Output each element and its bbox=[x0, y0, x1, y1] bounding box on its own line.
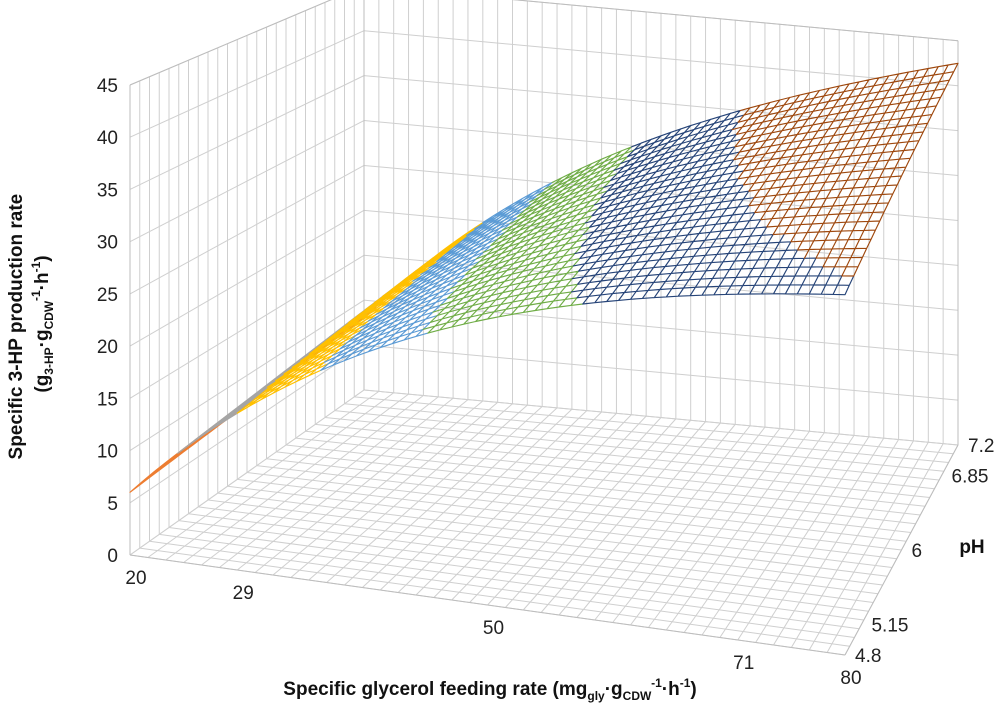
y-tick-label: 25 bbox=[97, 285, 118, 306]
z-tick-label: 5.15 bbox=[871, 615, 908, 636]
x-tick-label: 29 bbox=[233, 583, 254, 604]
x-axis-title-sup-1: -1 bbox=[651, 676, 662, 690]
y-tick-label: 35 bbox=[97, 180, 118, 201]
x-tick-label: 20 bbox=[125, 568, 146, 589]
y-axis-title-part-6: ·h bbox=[32, 272, 53, 290]
surface-band-35-45 bbox=[731, 62, 959, 277]
x-axis-title: Specific glycerol feeding rate (mggly·gC… bbox=[283, 676, 696, 703]
z-axis-title: pH bbox=[959, 537, 984, 558]
y-axis-title-line-2-start: (g bbox=[32, 375, 53, 393]
z-tick-label: 4.8 bbox=[855, 646, 881, 667]
y-tick-label: 10 bbox=[97, 442, 118, 463]
surface-band-15-20 bbox=[236, 222, 484, 414]
x-axis-title-part-3: ·g bbox=[605, 679, 623, 700]
y-tick-label: 45 bbox=[97, 76, 118, 97]
x-axis-title-start: Specific glycerol feeding rate (mg bbox=[283, 679, 587, 700]
y-axis-title-sup-2: -1 bbox=[29, 261, 43, 272]
y-axis-title-sub-1: 3-HP bbox=[42, 347, 56, 374]
y-axis-title-close: ) bbox=[32, 255, 53, 261]
x-axis-title-sub-1: gly bbox=[587, 689, 605, 703]
y-axis-title-sup-1: -1 bbox=[29, 290, 43, 301]
x-tick-label: 80 bbox=[840, 668, 861, 689]
chart-gridlines bbox=[129, 0, 959, 656]
y-axis-title-part-3: ·g bbox=[32, 329, 53, 347]
y-tick-label: 40 bbox=[97, 128, 118, 149]
y-tick-label: 5 bbox=[107, 494, 118, 515]
chart-surface bbox=[129, 62, 959, 493]
z-tick-label: 6 bbox=[912, 541, 923, 562]
x-tick-label: 71 bbox=[733, 653, 754, 674]
x-axis-ticks: 20 29 50 71 80 bbox=[125, 568, 861, 689]
z-tick-label: 7.2 bbox=[968, 436, 994, 457]
y-axis-title: Specific 3-HP production rate (g3-HP·gCD… bbox=[6, 189, 56, 460]
y-tick-label: 15 bbox=[97, 389, 118, 410]
y-axis-ticks: 0 5 10 15 20 25 30 35 40 45 bbox=[97, 76, 118, 567]
y-tick-label: 0 bbox=[107, 546, 118, 567]
surface-band-20-25 bbox=[320, 181, 553, 371]
z-tick-label: 6.85 bbox=[952, 467, 989, 488]
y-axis-title-line-1: Specific 3-HP production rate bbox=[6, 194, 27, 460]
surface-band-30-35 bbox=[570, 110, 855, 305]
y-axis-title-sub-2: CDW bbox=[42, 300, 56, 329]
x-axis-title-sup-2: -1 bbox=[680, 676, 691, 690]
x-tick-label: 50 bbox=[483, 618, 504, 639]
x-axis-title-sub-2: CDW bbox=[623, 689, 652, 703]
surface-band-25-30 bbox=[422, 146, 635, 334]
x-axis-title-close: ) bbox=[690, 679, 696, 700]
z-axis-ticks: 4.8 5.15 6 6.85 7.2 bbox=[855, 436, 994, 667]
y-tick-label: 20 bbox=[97, 337, 118, 358]
x-axis-title-part-6: ·h bbox=[662, 679, 680, 700]
y-tick-label: 30 bbox=[97, 233, 118, 254]
